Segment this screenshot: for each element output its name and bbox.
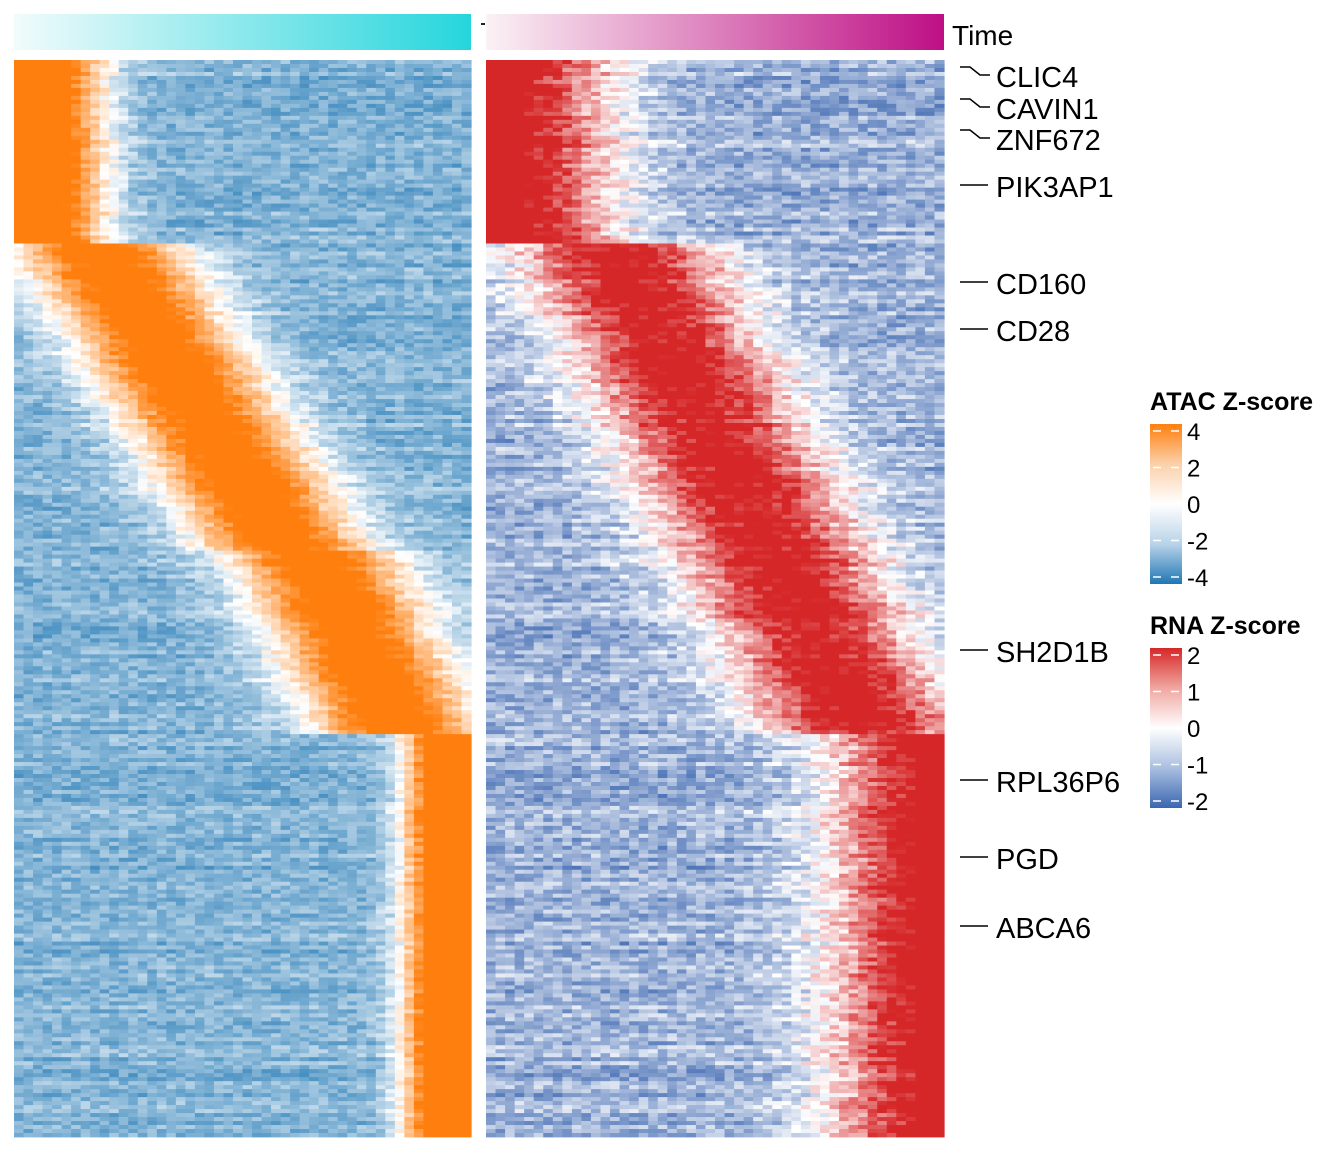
atac-legend-tick-label: 2 <box>1187 456 1200 483</box>
gene-leader-line <box>960 99 990 107</box>
gene-label: PGD <box>996 844 1059 876</box>
gene-leader-line <box>960 130 990 138</box>
gene-label: RPL36P6 <box>996 767 1120 799</box>
atac-legend-tick-label: 0 <box>1187 492 1200 519</box>
gene-label: SH2D1B <box>996 637 1109 669</box>
gene-label: ZNF672 <box>996 125 1101 157</box>
time-bar-dash <box>481 23 485 25</box>
atac-legend: ATAC Z-score 4 2 0 -2 -4 <box>1150 388 1313 592</box>
gene-label: PIK3AP1 <box>996 172 1114 204</box>
gene-label: CAVIN1 <box>996 94 1099 126</box>
atac-legend-title: ATAC Z-score <box>1150 388 1313 416</box>
gene-leader-line <box>960 67 990 75</box>
rna-legend-title: RNA Z-score <box>1150 612 1301 640</box>
atac-time-bar <box>14 14 471 50</box>
atac-legend-tick-label: -2 <box>1187 529 1208 556</box>
atac-heatmap <box>14 60 472 1137</box>
gene-label: CLIC4 <box>996 62 1078 94</box>
rna-time-bar <box>486 14 944 50</box>
rna-legend-tick-label: 1 <box>1187 680 1200 707</box>
rna-legend-tick-label: 2 <box>1187 643 1200 670</box>
atac-legend-tick-label: -4 <box>1187 565 1208 592</box>
gene-label: CD28 <box>996 316 1070 348</box>
time-label: Time <box>952 20 1013 51</box>
gene-label: ABCA6 <box>996 913 1091 945</box>
rna-legend-tick-label: 0 <box>1187 716 1200 743</box>
rna-legend-tick-label: -2 <box>1187 789 1208 816</box>
rna-legend: RNA Z-score 2 1 0 -1 -2 <box>1150 612 1301 816</box>
gene-label: CD160 <box>996 269 1086 301</box>
rna-heatmap <box>486 60 945 1137</box>
atac-legend-tick-label: 4 <box>1187 419 1200 446</box>
rna-legend-tick-label: -1 <box>1187 753 1208 780</box>
